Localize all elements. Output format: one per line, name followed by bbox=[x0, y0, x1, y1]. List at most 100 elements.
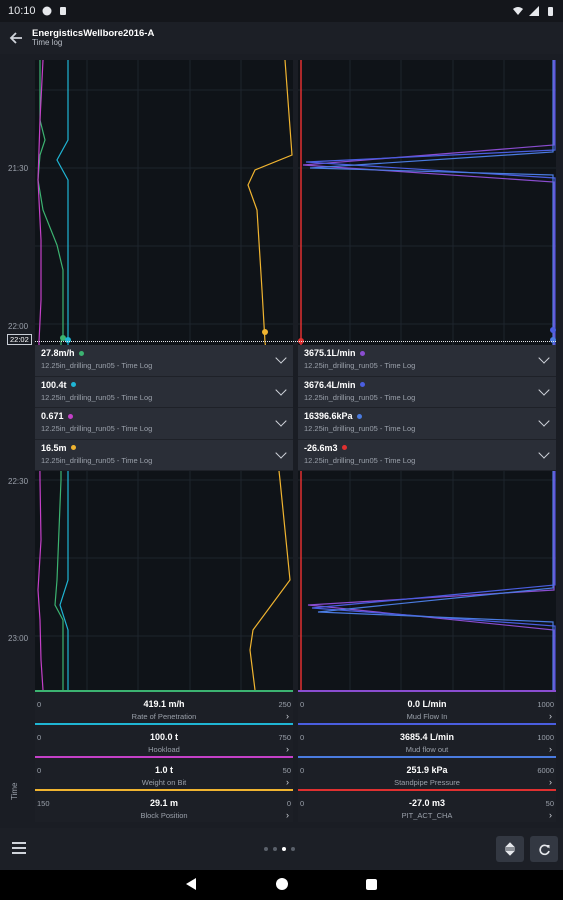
hookload-cursor-dot bbox=[65, 337, 71, 343]
nav-home-icon[interactable] bbox=[276, 878, 288, 890]
time-tick: 21:30 bbox=[8, 164, 29, 173]
wellbore-title: EnergisticsWellbore2016-A bbox=[32, 27, 155, 39]
scale-max: 750 bbox=[278, 733, 291, 742]
nav-recents-icon[interactable] bbox=[366, 879, 377, 890]
page-dot-active[interactable] bbox=[282, 847, 286, 851]
chevron-right-icon[interactable]: › bbox=[549, 777, 552, 787]
readout-source: 12.25in_drilling_run05 - Time Log bbox=[41, 455, 153, 465]
block-position-series bbox=[247, 60, 293, 690]
legend-right: 0 0.0 L/min 1000 Mud Flow In › 0 3685.4 … bbox=[298, 690, 556, 822]
readout-row[interactable]: 27.8m/h 12.25in_drilling_run05 - Time Lo… bbox=[35, 345, 293, 377]
readout-source: 12.25in_drilling_run05 - Time Log bbox=[41, 392, 153, 402]
curve-name: Mud flow out bbox=[405, 745, 449, 754]
scale-min: 0 bbox=[300, 733, 305, 742]
chevron-right-icon[interactable]: › bbox=[549, 711, 552, 721]
menu-icon[interactable] bbox=[12, 842, 26, 854]
scale-min: 0 bbox=[300, 700, 305, 709]
legend-left: 0 419.1 m/h 250 Rate of Penetration › 0 … bbox=[35, 690, 293, 822]
readouts-left: 27.8m/h 12.25in_drilling_run05 - Time Lo… bbox=[35, 345, 293, 471]
series-dot-icon bbox=[356, 413, 362, 419]
sim-icon bbox=[59, 7, 66, 15]
status-bar: 10:10 bbox=[0, 0, 563, 22]
signal-icon bbox=[529, 6, 539, 16]
series-dot-icon bbox=[78, 350, 84, 356]
time-axis: 21:30 22:00 22:30 23:00 bbox=[0, 60, 34, 824]
legend-wob[interactable]: 0 1.0 t 50 Weight on Bit › bbox=[35, 756, 293, 789]
flow-cursor-dot bbox=[550, 327, 556, 333]
expand-button[interactable] bbox=[496, 836, 524, 862]
readout-row[interactable]: 3675.1L/min 12.25in_drilling_run05 - Tim… bbox=[298, 345, 556, 377]
chevron-right-icon[interactable]: › bbox=[286, 810, 289, 820]
readout-source: 12.25in_drilling_run05 - Time Log bbox=[41, 361, 153, 370]
series-dot-icon bbox=[70, 382, 76, 387]
readout-source: 12.25in_drilling_run05 - Time Log bbox=[41, 424, 153, 433]
scale-max: 250 bbox=[278, 700, 291, 709]
readout-value: 16396.6kPa bbox=[304, 411, 353, 421]
page-dot[interactable] bbox=[264, 847, 268, 851]
curve-value: 1.0 t bbox=[154, 765, 173, 775]
curve-name: Mud Flow In bbox=[406, 712, 448, 721]
system-nav-bar bbox=[0, 870, 563, 900]
chevron-right-icon[interactable]: › bbox=[549, 744, 552, 754]
legend-mud-flow-in[interactable]: 0 0.0 L/min 1000 Mud Flow In › bbox=[298, 690, 556, 723]
series-dot-icon bbox=[359, 350, 365, 356]
scale-max: 50 bbox=[545, 799, 554, 808]
curve-value: -27.0 m3 bbox=[408, 798, 446, 808]
time-axis-label: Time bbox=[10, 782, 19, 800]
cursor-time-label[interactable]: 22:02 bbox=[7, 334, 32, 345]
curve-value: 3685.4 L/min bbox=[399, 732, 455, 742]
chevron-right-icon[interactable]: › bbox=[286, 744, 289, 754]
series-dot-icon bbox=[341, 445, 347, 450]
legend-hookload[interactable]: 0 100.0 t 750 Hookload › bbox=[35, 723, 293, 756]
legend-mud-flow-out[interactable]: 0 3685.4 L/min 1000 Mud flow out › bbox=[298, 723, 556, 756]
curve-name: Weight on Bit bbox=[141, 778, 187, 787]
time-tick: 22:00 bbox=[8, 322, 29, 331]
readout-value: 3675.1L/min bbox=[304, 348, 356, 358]
cursor-line[interactable] bbox=[35, 341, 556, 342]
refresh-icon bbox=[538, 844, 550, 855]
page-dot[interactable] bbox=[273, 847, 277, 851]
chevron-right-icon[interactable]: › bbox=[286, 777, 289, 787]
nav-back-icon[interactable] bbox=[186, 878, 196, 890]
wifi-icon bbox=[513, 7, 523, 15]
time-tick: 23:00 bbox=[8, 634, 29, 643]
scale-max: 1000 bbox=[537, 733, 554, 742]
legend-pit[interactable]: 0 -27.0 m3 50 PIT_ACT_CHA › bbox=[298, 789, 556, 822]
block-cursor-dot bbox=[262, 329, 268, 335]
readout-source: 12.25in_drilling_run05 - Time Log bbox=[304, 361, 416, 370]
bottom-toolbar bbox=[0, 828, 563, 870]
readout-row[interactable]: -26.6m3 12.25in_drilling_run05 - Time Lo… bbox=[298, 440, 556, 471]
curve-value: 100.0 t bbox=[149, 732, 179, 742]
legend-standpipe[interactable]: 0 251.9 kPa 6000 Standpipe Pressure › bbox=[298, 756, 556, 789]
page-dot[interactable] bbox=[291, 847, 295, 851]
scale-max: 0 bbox=[286, 799, 291, 808]
scale-min: 0 bbox=[37, 733, 42, 742]
readout-row[interactable]: 100.4t 12.25in_drilling_run05 - Time Log bbox=[35, 377, 293, 408]
readout-row[interactable]: 0.671 12.25in_drilling_run05 - Time Log bbox=[35, 408, 293, 440]
readout-row[interactable]: 16.5m 12.25in_drilling_run05 - Time Log bbox=[35, 440, 293, 471]
readout-value: 27.8m/h bbox=[41, 348, 75, 358]
series-dot-icon bbox=[359, 382, 365, 387]
scale-min: 0 bbox=[37, 700, 42, 709]
refresh-button[interactable] bbox=[530, 836, 558, 862]
series-dot-icon bbox=[67, 413, 73, 419]
chevron-right-icon[interactable]: › bbox=[549, 810, 552, 820]
app-bar: EnergisticsWellbore2016-A Time log bbox=[0, 22, 563, 54]
readout-row[interactable]: 3676.4L/min 12.25in_drilling_run05 - Tim… bbox=[298, 377, 556, 408]
scale-min: 0 bbox=[300, 799, 305, 808]
curve-value: 251.9 kPa bbox=[406, 765, 448, 775]
readout-source: 12.25in_drilling_run05 - Time Log bbox=[304, 455, 416, 465]
arrow-back-icon[interactable] bbox=[0, 22, 32, 54]
scale-min: 0 bbox=[37, 766, 42, 775]
time-tick: 22:30 bbox=[8, 477, 29, 486]
scale-max: 50 bbox=[282, 766, 291, 775]
legend-block-position[interactable]: 150 29.1 m 0 Block Position › bbox=[35, 789, 293, 822]
expand-icon bbox=[504, 842, 516, 856]
chevron-right-icon[interactable]: › bbox=[286, 711, 289, 721]
legend-rop[interactable]: 0 419.1 m/h 250 Rate of Penetration › bbox=[35, 690, 293, 723]
readout-row[interactable]: 16396.6kPa 12.25in_drilling_run05 - Time… bbox=[298, 408, 556, 440]
scale-max: 1000 bbox=[537, 700, 554, 709]
readout-value: 3676.4L/min bbox=[304, 379, 356, 390]
battery-icon bbox=[548, 7, 553, 16]
pressure-cursor-dot bbox=[550, 337, 556, 343]
